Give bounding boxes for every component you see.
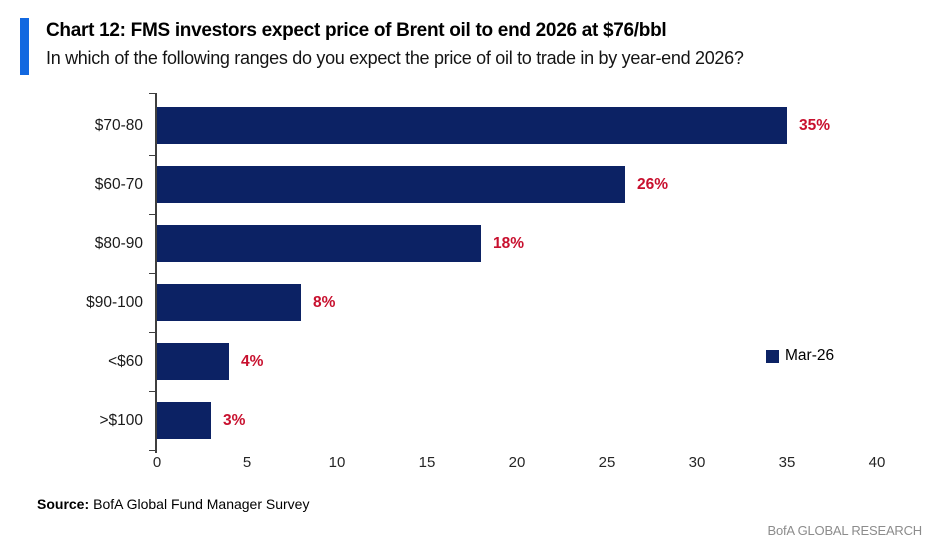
source-text: BofA Global Fund Manager Survey <box>93 496 310 512</box>
value-label: 8% <box>313 294 336 311</box>
y-axis-tick <box>149 273 155 274</box>
legend-label: Mar-26 <box>785 347 835 364</box>
y-axis-tick <box>149 155 155 156</box>
category-label: >$100 <box>99 412 143 429</box>
bar-chart: $70-80 35% $60-70 26% $80-90 18% $90-100 8% <$60… <box>0 93 930 471</box>
value-label: 3% <box>223 412 246 429</box>
value-label: 4% <box>241 353 264 370</box>
category-label: $60-70 <box>94 176 143 193</box>
x-axis-tick-labels: 0 5 10 15 20 25 30 35 40 <box>0 454 930 476</box>
title-accent-bar <box>20 18 29 75</box>
x-tick-label: 35 <box>778 454 796 471</box>
y-axis-tick <box>149 93 155 94</box>
source-note: Source: BofA Global Fund Manager Survey <box>37 496 309 512</box>
bar <box>157 284 301 321</box>
x-tick-label: 25 <box>598 454 616 471</box>
bar <box>157 107 787 144</box>
category-label: $80-90 <box>94 235 143 252</box>
x-tick-label: 30 <box>688 454 706 471</box>
chart-subtitle: In which of the following ranges do you … <box>46 48 744 68</box>
x-tick-label: 15 <box>418 454 436 471</box>
chart-title: Chart 12: FMS investors expect price of … <box>46 20 667 41</box>
y-axis-tick <box>149 214 155 215</box>
category-label: <$60 <box>108 353 143 370</box>
bar <box>157 402 211 439</box>
value-label: 18% <box>493 235 525 252</box>
source-label: Source: <box>37 496 90 512</box>
bar <box>157 225 481 262</box>
category-label: $90-100 <box>86 294 143 311</box>
x-tick-label: 20 <box>508 454 526 471</box>
legend: Mar-26 <box>766 346 834 366</box>
y-axis-tick <box>149 450 155 451</box>
value-label: 26% <box>637 176 669 193</box>
y-axis-line <box>155 93 157 453</box>
x-tick-label: 0 <box>152 454 162 471</box>
branding: BofA GLOBAL RESEARCH <box>767 523 923 538</box>
y-axis-tick <box>149 332 155 333</box>
bar <box>157 166 625 203</box>
y-axis-tick <box>149 391 155 392</box>
x-tick-label: 10 <box>328 454 346 471</box>
x-tick-label: 40 <box>868 454 886 471</box>
legend-swatch <box>766 349 779 363</box>
bar <box>157 343 229 380</box>
category-label: $70-80 <box>94 117 143 134</box>
x-tick-label: 5 <box>242 454 252 471</box>
value-label: 35% <box>799 117 831 134</box>
